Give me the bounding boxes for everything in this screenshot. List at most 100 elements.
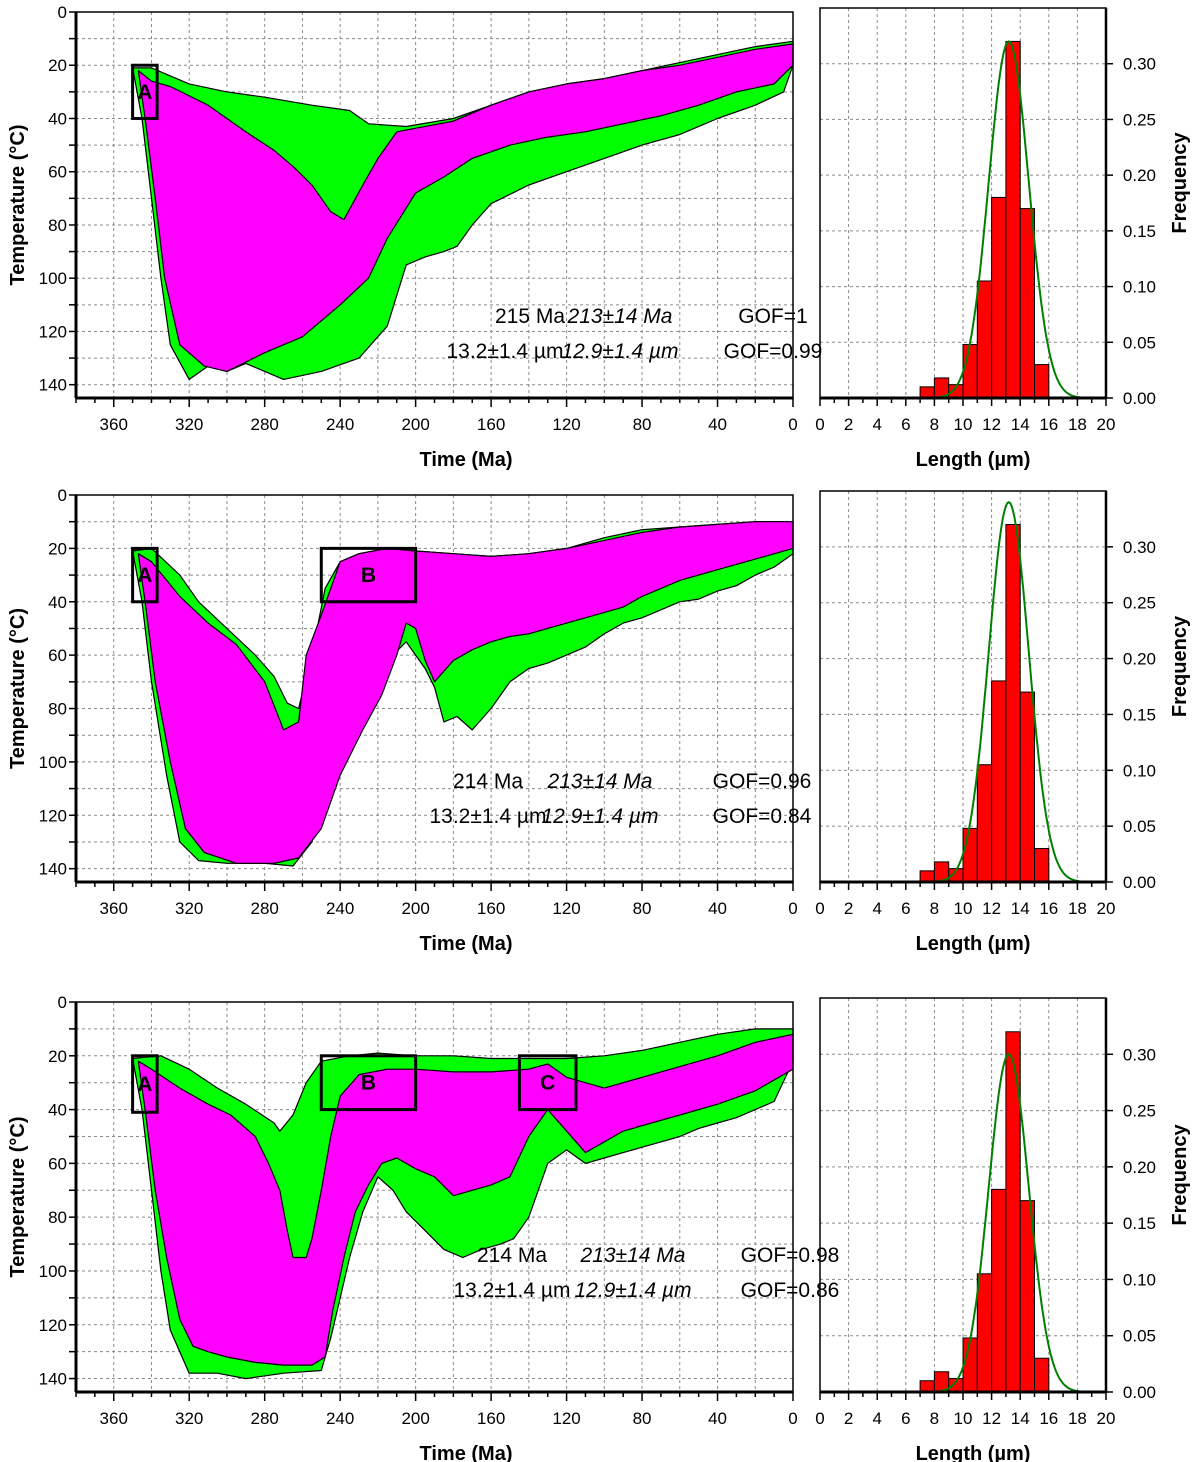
x-tick-label: 320 [175,415,203,434]
y-axis-label: Frequency [1169,615,1191,717]
histogram-bar [1019,208,1036,399]
annotation-length-model: 13.2±1.4 µm [429,805,546,828]
y-axis-label: Frequency [1169,132,1191,234]
good-envelope [137,1033,794,1366]
histogram-bars [919,524,1050,883]
x-tick-label: 6 [901,899,910,918]
model-annotation: 215 Ma 213±14 Ma GOF=1 13.2±1.4 µm12.9±1.4 … [446,305,822,363]
x-tick-label: 10 [954,899,973,918]
y-tick-label: 0.20 [1123,650,1156,669]
y-tick-label: 60 [48,163,67,182]
x-tick-label: 16 [1039,415,1058,434]
x-axis-label: Length (µm) [916,1443,1031,1462]
x-axis-ticks [75,398,794,407]
x-tick-label: 160 [477,415,505,434]
y-tick-label: 120 [39,322,67,341]
y-tick-label: 140 [39,860,67,879]
annotation-length-model: 13.2±1.4 µm [453,1279,570,1302]
x-axis-label: Length (µm) [916,449,1031,471]
histogram-bar [976,280,993,399]
x-axis-ticks [819,882,1107,890]
histogram-bar [919,870,935,883]
annotation-length-gof: GOF=0.84 [713,805,812,828]
y-tick-label: 0 [58,993,67,1012]
histogram-bar [976,764,993,883]
constraint-box-a [131,546,159,604]
y-tick-label: 140 [39,376,67,395]
y-tick-label: 80 [48,700,67,719]
x-tick-label: 40 [708,899,727,918]
annotation-age-gof: GOF=0.98 [741,1244,840,1267]
y-tick-label: 100 [39,1262,67,1281]
annotation-age-model: 215 Ma [495,305,565,328]
constraint-box-label: B [361,1072,376,1095]
annotation-age-measured: 213±14 Ma [580,1244,686,1267]
x-tick-label: 40 [708,1409,727,1428]
y-tick-label: 80 [48,216,67,235]
y-tick-label: 0.10 [1123,278,1156,297]
histogram-bar [991,1188,1007,1393]
x-tick-label: 12 [982,1409,1001,1428]
x-tick-label: 0 [815,1409,824,1428]
x-tick-label: 16 [1039,899,1058,918]
y-axis-ticks [69,494,76,870]
x-axis-ticks [819,398,1107,406]
y-tick-label: 100 [39,753,67,772]
annotation-length-gof: GOF=0.99 [724,340,823,363]
x-axis-label: Length (µm) [916,933,1031,955]
constraint-box-b [319,546,418,604]
y-tick-label: 0.00 [1123,389,1156,408]
y-tick-label: 0.05 [1123,333,1156,352]
histogram-bar [1005,524,1021,883]
constraint-box-b [319,1054,418,1112]
x-tick-label: 2 [844,899,853,918]
x-tick-label: 160 [477,899,505,918]
constraint-box-label: A [137,564,152,587]
y-axis-ticks [1106,546,1113,883]
y-tick-label: 80 [48,1208,67,1227]
annotation-age-measured: 213±14 Ma [547,770,653,793]
x-tick-label: 10 [954,415,973,434]
x-tick-label: 320 [175,899,203,918]
y-axis-label: Temperature (°C) [7,125,29,286]
x-tick-label: 120 [552,899,580,918]
y-tick-label: 0.10 [1123,761,1156,780]
x-tick-label: 320 [175,1409,203,1428]
plot-frame [819,997,1107,1393]
annotation-length-model: 13.2±1.4 µm [446,340,563,363]
x-axis-ticks [75,1392,794,1401]
constraint-box-a [131,63,159,120]
x-tick-label: 200 [401,1409,429,1428]
y-tick-label: 0.15 [1123,1214,1156,1233]
x-tick-label: 240 [326,415,354,434]
x-tick-label: 0 [815,899,824,918]
y-tick-label: 60 [48,1154,67,1173]
constraint-box-c [517,1054,578,1112]
histogram-bar [919,1380,935,1393]
x-tick-label: 120 [552,1409,580,1428]
x-axis-label: Time (Ma) [420,933,513,955]
x-axis-ticks [75,882,794,891]
x-tick-label: 4 [872,415,881,434]
x-axis-label: Time (Ma) [420,1443,513,1462]
y-tick-label: 0.00 [1123,873,1156,892]
histogram-bar [962,1337,978,1393]
y-tick-label: 60 [48,646,67,665]
x-tick-label: 8 [930,1409,939,1428]
y-tick-label: 0.20 [1123,1158,1156,1177]
x-tick-label: 200 [401,899,429,918]
y-tick-label: 0 [58,486,67,505]
constraint-box-label: C [540,1072,555,1095]
histogram-bar [1005,40,1021,399]
grid-lines [820,998,1106,1392]
y-tick-label: 20 [48,1047,67,1066]
y-tick-label: 0.30 [1123,538,1156,557]
x-tick-label: 80 [633,415,652,434]
y-tick-label: 0.05 [1123,1327,1156,1346]
y-tick-label: 120 [39,806,67,825]
x-tick-label: 0 [815,415,824,434]
histogram-bar [962,827,978,883]
annotation-age-gof: GOF=0.96 [713,770,812,793]
x-tick-label: 280 [250,1409,278,1428]
